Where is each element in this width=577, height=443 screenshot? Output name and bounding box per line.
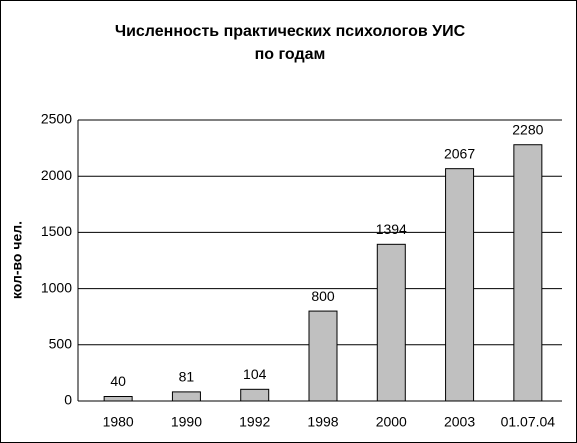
data-label: 81 <box>179 369 195 385</box>
y-tick-label: 2000 <box>41 167 72 183</box>
bar <box>308 310 338 402</box>
data-label: 1394 <box>376 221 407 237</box>
bar <box>171 391 201 402</box>
data-label: 2280 <box>512 121 543 137</box>
bar <box>445 168 475 402</box>
x-tick-label: 1998 <box>307 414 338 430</box>
bar <box>240 388 270 402</box>
y-tick-label: 500 <box>49 336 73 352</box>
y-tick-label: 1000 <box>41 279 72 295</box>
chart-title: Численность практических психологов УИС <box>115 23 466 40</box>
chart-title: по годам <box>255 46 326 63</box>
y-axis-label: кол-во чел. <box>9 221 25 299</box>
x-tick-label: 2000 <box>376 414 407 430</box>
bar <box>376 243 406 402</box>
bar <box>513 144 543 402</box>
y-tick-label: 0 <box>64 392 72 408</box>
y-tick-label: 2500 <box>41 111 72 127</box>
x-tick-label: 1990 <box>171 414 202 430</box>
data-label: 2067 <box>444 145 475 161</box>
y-tick-label: 1500 <box>41 223 72 239</box>
x-tick-label: 1980 <box>103 414 134 430</box>
bar <box>103 396 133 402</box>
data-label: 104 <box>243 366 267 382</box>
x-tick-label: 2003 <box>444 414 475 430</box>
x-tick-label: 1992 <box>239 414 270 430</box>
data-label: 800 <box>311 288 335 304</box>
x-tick-label: 01.07.04 <box>501 414 556 430</box>
data-label: 40 <box>110 373 126 389</box>
